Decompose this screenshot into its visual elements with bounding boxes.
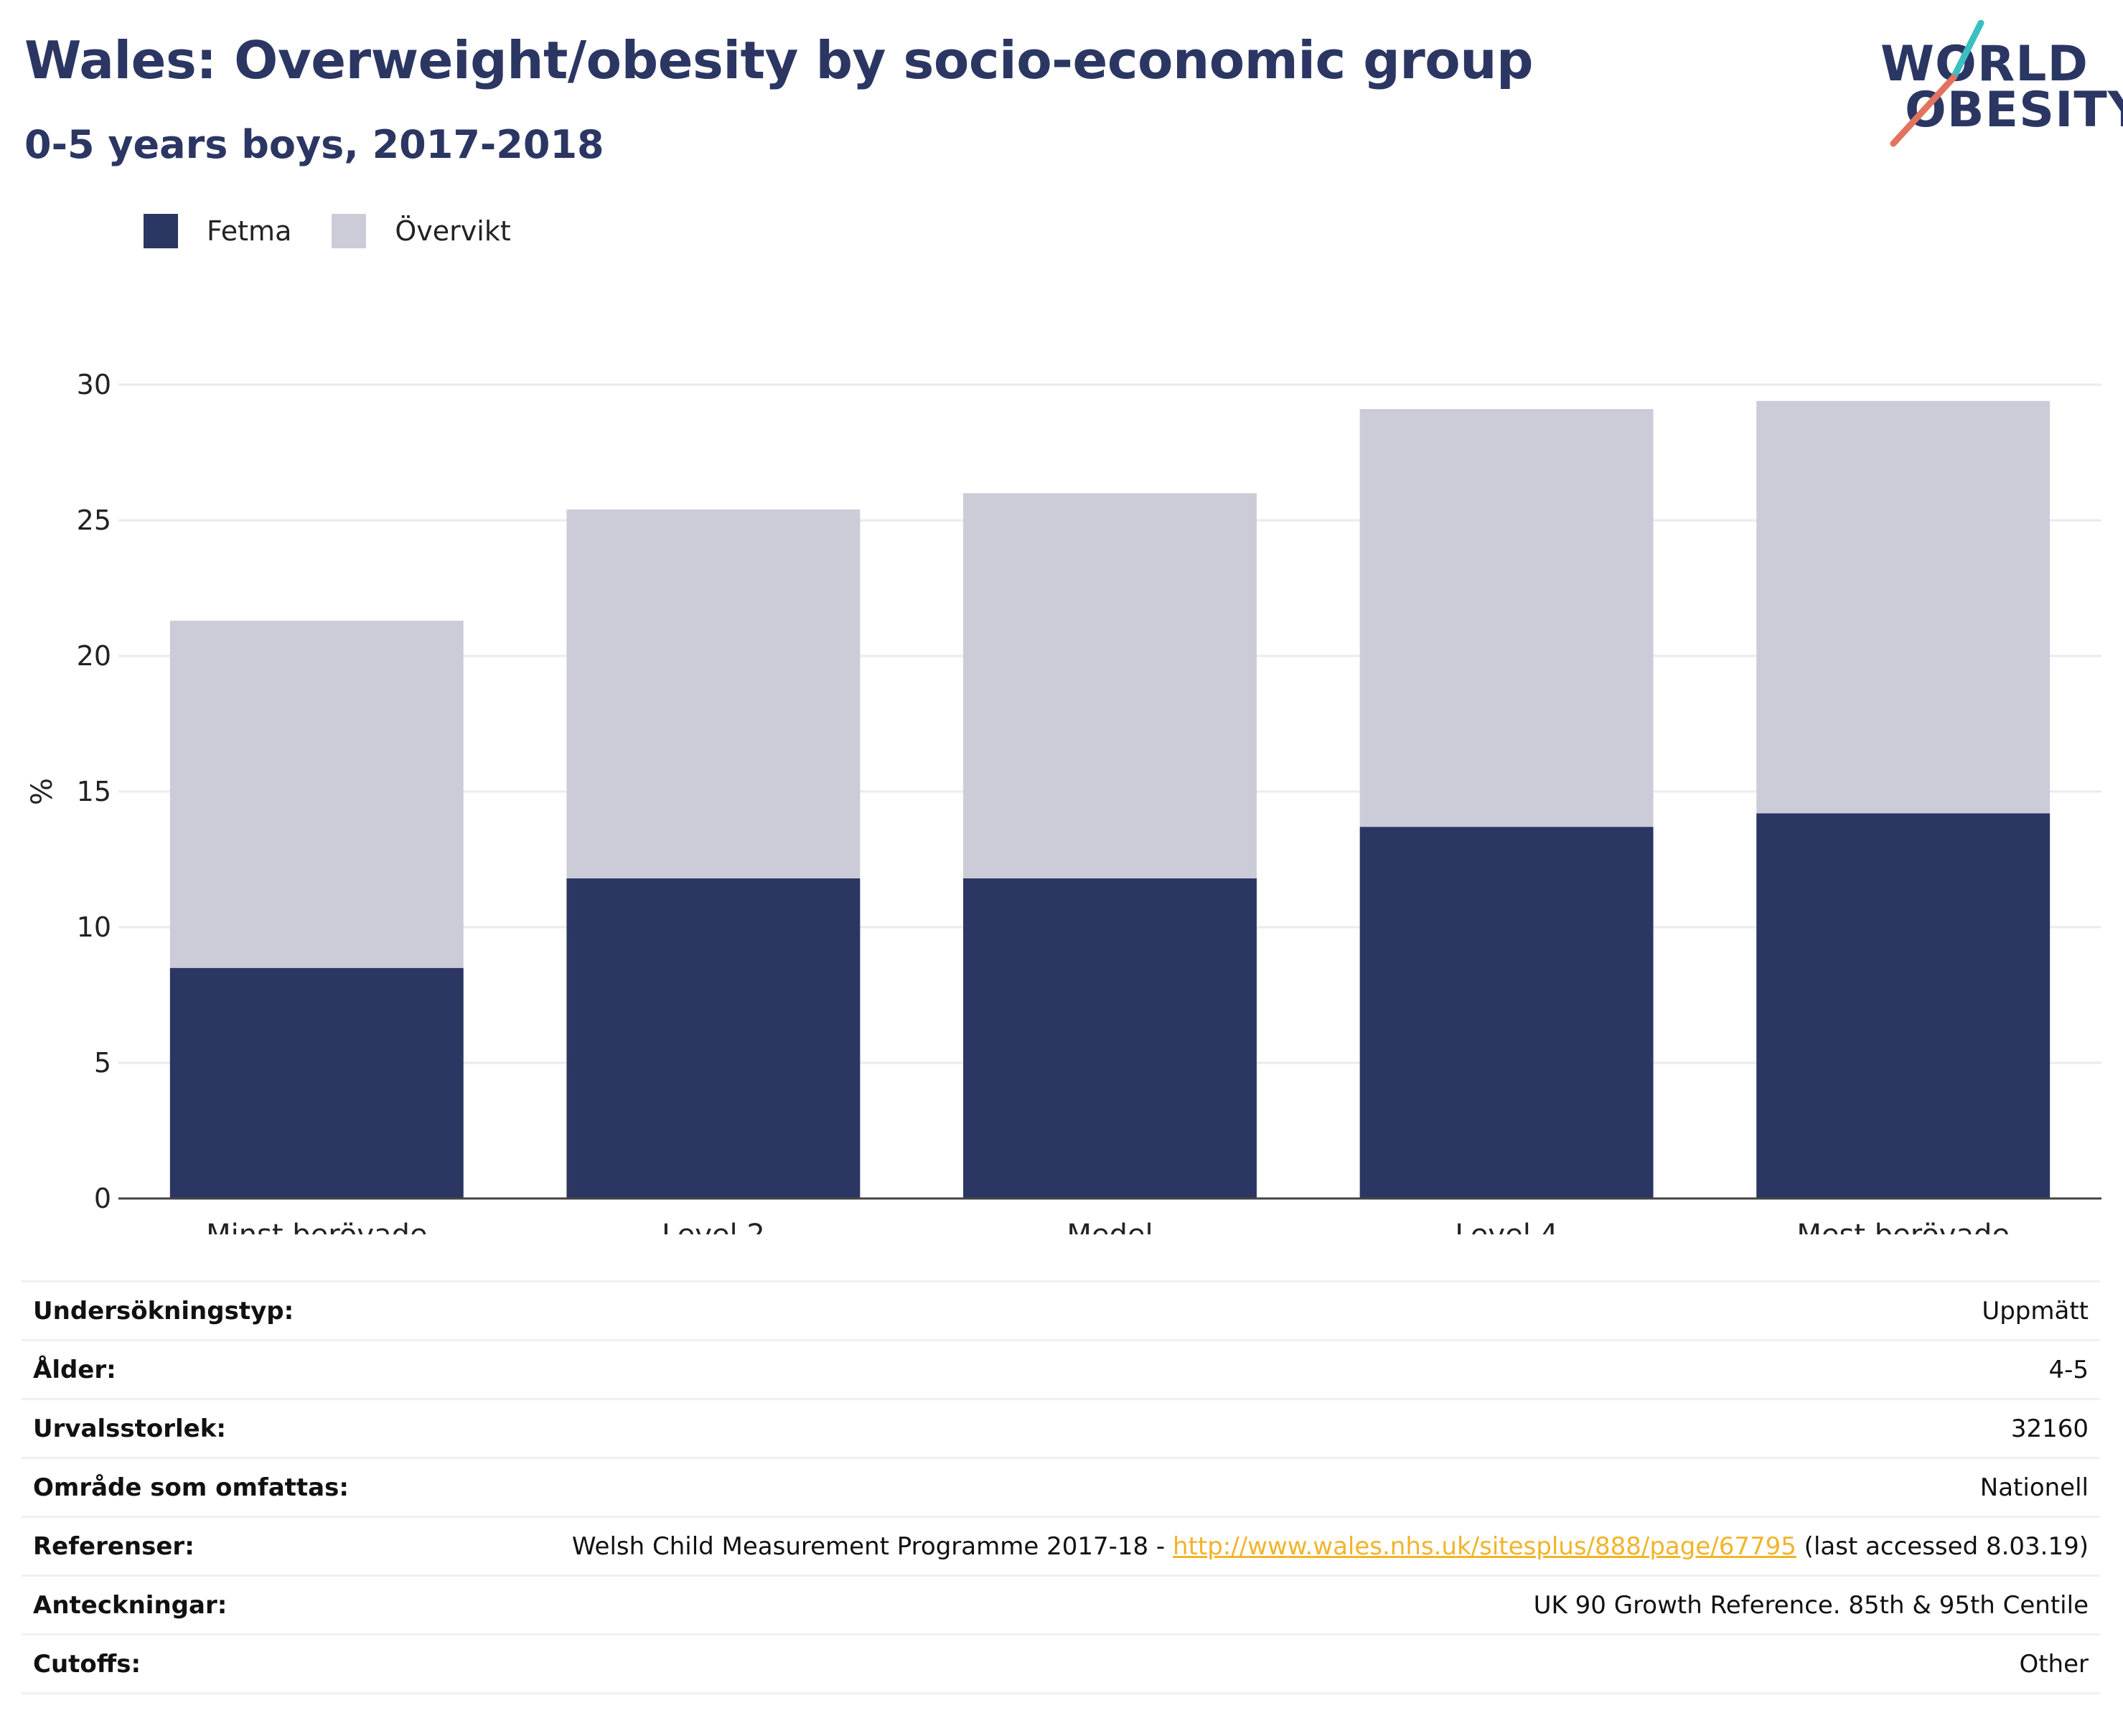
chart-subtitle: 0-5 years boys, 2017-2018 (24, 122, 604, 167)
meta-row: Urvalsstorlek: 32160 (22, 1399, 2100, 1458)
reference-text: Welsh Child Measurement Programme 2017-1… (571, 1531, 1173, 1561)
legend-item-fetma[interactable]: Fetma (144, 214, 291, 248)
meta-key: Område som omfattas: (33, 1473, 349, 1502)
y-tick-label: 0 (94, 1183, 111, 1214)
meta-key: Anteckningar: (33, 1590, 228, 1620)
meta-value: 4-5 (2048, 1355, 2089, 1384)
y-tick-label: 15 (77, 776, 111, 807)
chart-legend: Fetma Övervikt (144, 212, 551, 250)
y-axis-label: % (26, 778, 59, 805)
y-tick-label: 30 (77, 369, 111, 400)
legend-swatch-fetma (144, 214, 178, 248)
meta-row: Cutoffs: Other (22, 1634, 2100, 1694)
bar-overvikt (1359, 409, 1654, 827)
meta-value: Uppmätt (1982, 1296, 2089, 1326)
meta-key: Ålder: (33, 1355, 116, 1384)
bar-fetma (566, 878, 861, 1198)
meta-row: Anteckningar: UK 90 Growth Reference. 85… (22, 1575, 2100, 1635)
legend-label-fetma: Fetma (207, 215, 292, 247)
meta-row: Undersökningstyp: Uppmätt (22, 1281, 2100, 1341)
meta-value: UK 90 Growth Reference. 85th & 95th Cent… (1533, 1590, 2089, 1620)
stacked-bar-chart: 0 5 10 15 20 25 30% Minst berövade Level 2 Medel L… (26, 369, 2101, 1234)
x-tick-label: Level 4 (1455, 1219, 1558, 1234)
meta-row: Område som omfattas: Nationell (22, 1458, 2100, 1517)
x-tick-label: Minst berövade (206, 1219, 427, 1234)
y-tick-label: 25 (77, 505, 111, 536)
meta-value-references: Welsh Child Measurement Programme 2017-1… (396, 1517, 2100, 1576)
logo-line-world: WORLD (1880, 36, 2089, 93)
legend-item-overvikt[interactable]: Övervikt (332, 214, 511, 248)
logo-slash-icon (1890, 20, 1984, 147)
bar-fetma (1756, 813, 2051, 1198)
bar-overvikt (963, 493, 1257, 878)
meta-value: Other (2019, 1649, 2089, 1679)
reference-accessed: (last accessed 8.03.19) (1796, 1531, 2089, 1561)
bar-fetma (169, 967, 464, 1198)
bar-overvikt (169, 620, 464, 968)
y-tick-label: 20 (77, 640, 111, 672)
meta-value: 32160 (2010, 1414, 2089, 1443)
meta-key: Cutoffs: (33, 1649, 141, 1679)
bar-fetma (963, 878, 1257, 1198)
legend-label-overvikt: Övervikt (395, 215, 511, 247)
y-tick-label: 10 (77, 911, 111, 943)
legend-swatch-overvikt (332, 214, 367, 248)
chart-title: Wales: Overweight/obesity by socio-econo… (24, 30, 1534, 90)
x-tick-label: Level 2 (662, 1219, 765, 1234)
x-tick-label: Mest berövade (1796, 1219, 2010, 1234)
meta-row: Ålder: 4-5 (22, 1340, 2100, 1399)
bar-overvikt (1756, 400, 2051, 814)
metadata-table: Undersökningstyp: Uppmätt Ålder: 4-5 Urv… (22, 1280, 2100, 1694)
meta-key: Referenser: (33, 1531, 195, 1561)
x-tick-label: Medel (1067, 1219, 1153, 1234)
y-tick-label: 5 (94, 1047, 111, 1079)
meta-key: Undersökningstyp: (33, 1296, 294, 1326)
reference-link[interactable]: http://www.wales.nhs.uk/sitesplus/888/pa… (1173, 1531, 1796, 1561)
meta-row: Referenser: Welsh Child Measurement Prog… (22, 1516, 2100, 1576)
bar-fetma (1359, 827, 1654, 1198)
meta-key: Urvalsstorlek: (33, 1414, 226, 1443)
bar-overvikt (566, 509, 861, 878)
meta-value: Nationell (1979, 1473, 2089, 1502)
world-obesity-logo: WORLD OBESITY (1873, 20, 2123, 156)
